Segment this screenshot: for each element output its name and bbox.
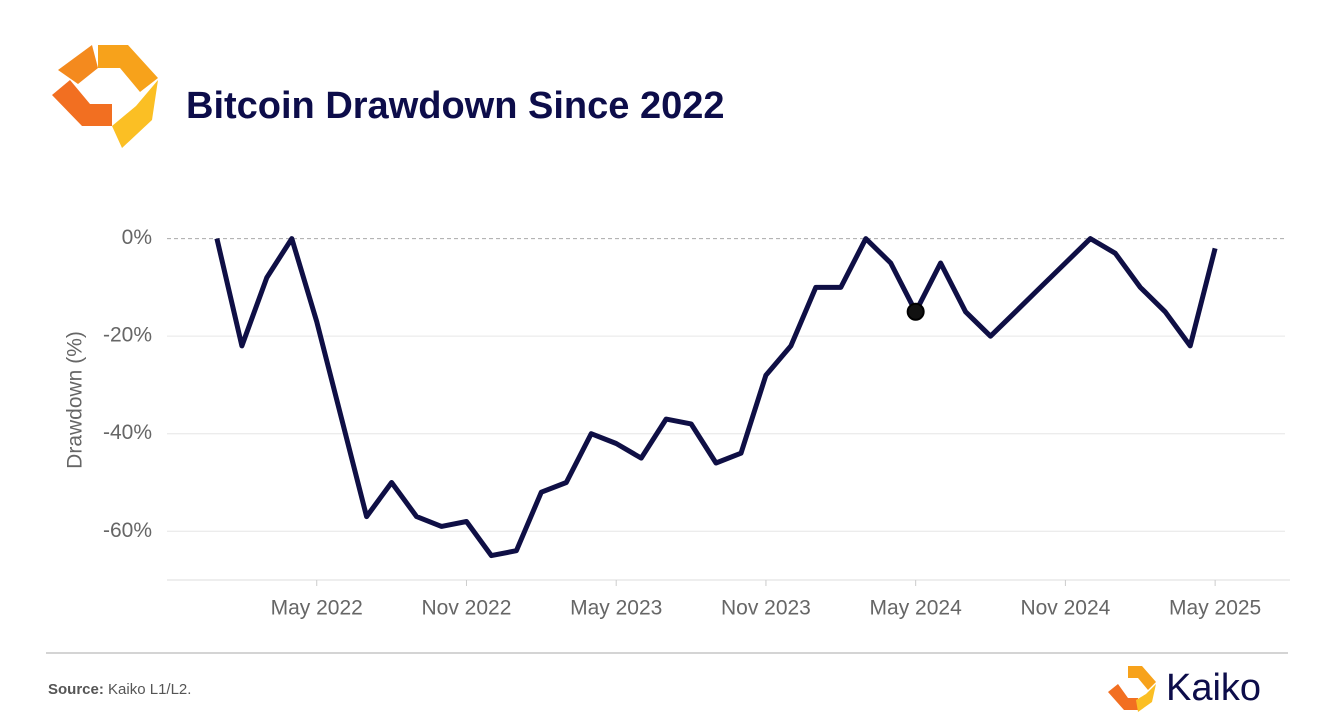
y-tick-label: -60% — [103, 519, 152, 542]
y-tick-label: 0% — [122, 226, 152, 249]
x-tick-label: Nov 2024 — [1020, 597, 1110, 620]
y-tick-label: -40% — [103, 421, 152, 444]
source-label: Source: — [48, 681, 104, 698]
brand: Kaiko — [1166, 667, 1261, 709]
x-tick-label: Nov 2023 — [721, 597, 811, 620]
x-tick-label: May 2023 — [570, 597, 662, 620]
brand-icon — [1108, 666, 1156, 712]
logo-icon — [52, 45, 158, 148]
source-text: Kaiko L1/L2. — [108, 681, 191, 698]
x-tick-label: May 2025 — [1169, 597, 1261, 620]
x-tick-label: May 2024 — [870, 597, 963, 620]
y-axis-label: Drawdown (%) — [64, 331, 87, 469]
y-tick-label: -20% — [103, 324, 152, 347]
x-tick-label: Nov 2022 — [422, 597, 512, 620]
marker — [906, 302, 925, 321]
x-tick-label: May 2022 — [271, 597, 363, 620]
source: Source: Kaiko L1/L2. — [48, 681, 191, 698]
line — [214, 236, 1218, 559]
chart-title: Bitcoin Drawdown Since 2022 — [186, 85, 724, 127]
